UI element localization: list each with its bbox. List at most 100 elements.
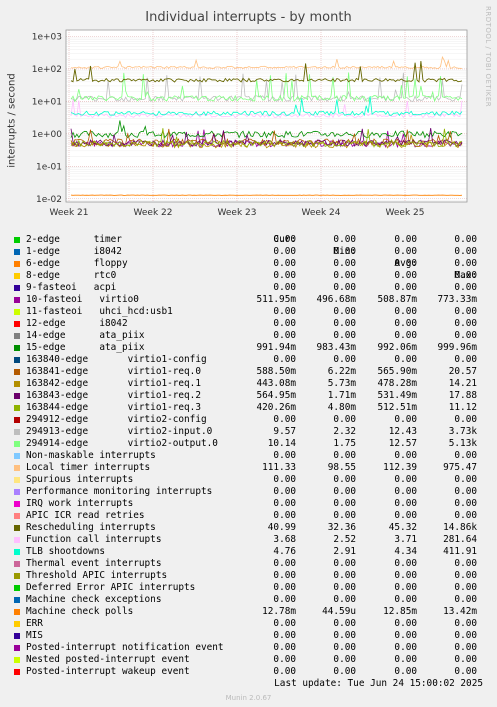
legend-series-name: Local timer interrupts	[26, 462, 151, 473]
legend-row: 8-edge rtc0 0.00 0.00 0.00 0.00	[14, 270, 494, 282]
legend-avg-value: 0.00	[394, 630, 417, 641]
legend-max-value: 0.00	[454, 498, 477, 509]
legend-row: 1-edge i8042 0.00 0.00 0.00 0.00	[14, 246, 494, 258]
legend-max-value: 0.00	[454, 306, 477, 317]
legend-series-name: 163844-edge virtio1-req.3	[26, 402, 201, 413]
y-tick-label: 1e+02	[32, 65, 62, 75]
legend-cur-value: 0.00	[273, 558, 296, 569]
legend-row: 163843-edge virtio1-req.2 564.95m 1.71m 531…	[14, 390, 494, 402]
legend-avg-value: 0.00	[394, 642, 417, 653]
legend-row: Machine check polls 12.78m 44.59u 12.85m 13.…	[14, 606, 494, 618]
legend-min-value: 0.00	[333, 654, 356, 665]
legend-max-value: 0.00	[454, 330, 477, 341]
legend-row: Function call interrupts 3.68 2.52 3.71 281.…	[14, 534, 494, 546]
plot-area: 1e+03 1e+02 1e+01 1e+00 1e-01 1e-02 Week 21 Wee…	[32, 29, 468, 218]
legend-swatch	[14, 453, 20, 459]
legend-avg-value: 3.71	[394, 534, 417, 545]
legend-avg-value: 0.00	[394, 594, 417, 605]
x-tick-label: Week 25	[386, 208, 425, 218]
legend-cur-value: 40.99	[267, 522, 296, 533]
legend-min-value: 0.00	[333, 594, 356, 605]
legend-cur-value: 0.00	[273, 642, 296, 653]
legend-row: 163841-edge virtio1-req.0 588.50m 6.22m 565…	[14, 366, 494, 378]
y-tick-label: 1e+03	[32, 32, 62, 42]
legend-cur-value: 0.00	[273, 270, 296, 281]
legend-avg-value: 0.00	[394, 246, 417, 257]
legend-swatch	[14, 369, 20, 375]
legend-min-value: 0.00	[333, 582, 356, 593]
legend-row: 9-fasteoi acpi 0.00 0.00 0.00 0.00	[14, 282, 494, 294]
legend-row: Threshold APIC interrupts 0.00 0.00 0.00 0.0…	[14, 570, 494, 582]
series-line	[70, 128, 463, 148]
legend-cur-value: 0.00	[273, 582, 296, 593]
legend-min-value: 0.00	[333, 318, 356, 329]
legend-min-value: 44.59u	[322, 606, 356, 617]
legend-min-value: 0.00	[333, 474, 356, 485]
legend-swatch	[14, 465, 20, 471]
legend-swatch	[14, 333, 20, 339]
legend-row: 163844-edge virtio1-req.3 420.26m 4.80m 512…	[14, 402, 494, 414]
legend-swatch	[14, 345, 20, 351]
legend-cur-value: 111.33	[262, 462, 296, 473]
legend-row: Posted-interrupt wakeup event 0.00 0.00 0.0…	[14, 666, 494, 678]
legend-cur-value: 0.00	[273, 618, 296, 629]
col-max-header: Max:	[454, 270, 477, 281]
legend-max-value: 13.42m	[443, 606, 477, 617]
legend-max-value: 0.00	[454, 486, 477, 497]
legend-avg-value: 0.00	[394, 282, 417, 293]
legend-avg-value: 0.00	[394, 354, 417, 365]
legend-swatch	[14, 525, 20, 531]
legend-swatch	[14, 489, 20, 495]
legend-row: 294914-edge virtio2-output.0 10.14 1.75 12.…	[14, 438, 494, 450]
legend-row: 10-fasteoi virtio0 511.95m 496.68m 508.87m 7…	[14, 294, 494, 306]
series-lines	[70, 55, 463, 196]
legend-series-name: APIC ICR read retries	[26, 510, 145, 521]
legend-max-value: 0.00	[454, 510, 477, 521]
legend-max-value: 20.57	[448, 366, 477, 377]
legend-cur-value: 0.00	[273, 630, 296, 641]
legend-max-value: 0.00	[454, 270, 477, 281]
legend-max-value: 0.00	[454, 258, 477, 269]
legend-avg-value: 0.00	[394, 486, 417, 497]
legend-cur-value: 0.00	[273, 654, 296, 665]
legend-row: Nested posted-interrupt event 0.00 0.00 0.0…	[14, 654, 494, 666]
legend-min-value: 0.00	[333, 450, 356, 461]
legend-swatch	[14, 537, 20, 543]
legend-rows: 2-edge timer 0.00 0.00 0.00 0.00 1-edge i8042…	[14, 234, 494, 678]
legend-max-value: 0.00	[454, 474, 477, 485]
legend-avg-value: 992.06m	[377, 342, 417, 353]
legend-row: ERR 0.00 0.00 0.00 0.00	[14, 618, 494, 630]
legend-max-value: 5.13k	[448, 438, 477, 449]
legend-max-value: 0.00	[454, 654, 477, 665]
legend-min-value: 5.73m	[327, 378, 356, 389]
legend-avg-value: 0.00	[394, 558, 417, 569]
legend-swatch	[14, 441, 20, 447]
legend-row: 11-fasteoi uhci_hcd:usb1 0.00 0.00 0.00 0.00	[14, 306, 494, 318]
legend-min-value: 0.00	[333, 498, 356, 509]
legend-row: Non-maskable interrupts 0.00 0.00 0.00 0.00	[14, 450, 494, 462]
legend-max-value: 0.00	[454, 666, 477, 677]
legend-avg-value: 531.49m	[377, 390, 417, 401]
legend-max-value: 281.64	[443, 534, 477, 545]
legend-series-name: 6-edge floppy	[26, 258, 128, 269]
legend-min-value: 0.00	[333, 486, 356, 497]
plot-frame	[65, 29, 468, 203]
col-avg-header: Avg:	[394, 258, 417, 269]
x-tick-label: Week 21	[50, 208, 89, 218]
legend-min-value: 0.00	[333, 510, 356, 521]
legend-avg-value: 508.87m	[377, 294, 417, 305]
legend-cur-value: 0.00	[273, 594, 296, 605]
legend-series-name: 294913-edge virtio2-input.0	[26, 426, 213, 437]
legend-avg-value: 12.43	[388, 426, 417, 437]
legend-min-value: 2.32	[333, 426, 356, 437]
legend-series-name: 163840-edge virtio1-config	[26, 354, 207, 365]
legend-series-name: Thermal event interrupts	[26, 558, 162, 569]
legend-max-value: 11.12	[448, 402, 477, 413]
legend-max-value: 3.73k	[448, 426, 477, 437]
legend-swatch	[14, 657, 20, 663]
legend-max-value: 0.00	[454, 354, 477, 365]
legend-swatch	[14, 513, 20, 519]
legend-series-name: 12-edge i8042	[26, 318, 128, 329]
legend-min-value: 0.00	[333, 630, 356, 641]
legend: Cur: Min: Avg: Max: 2-edge timer 0.00 0.00…	[14, 222, 494, 678]
